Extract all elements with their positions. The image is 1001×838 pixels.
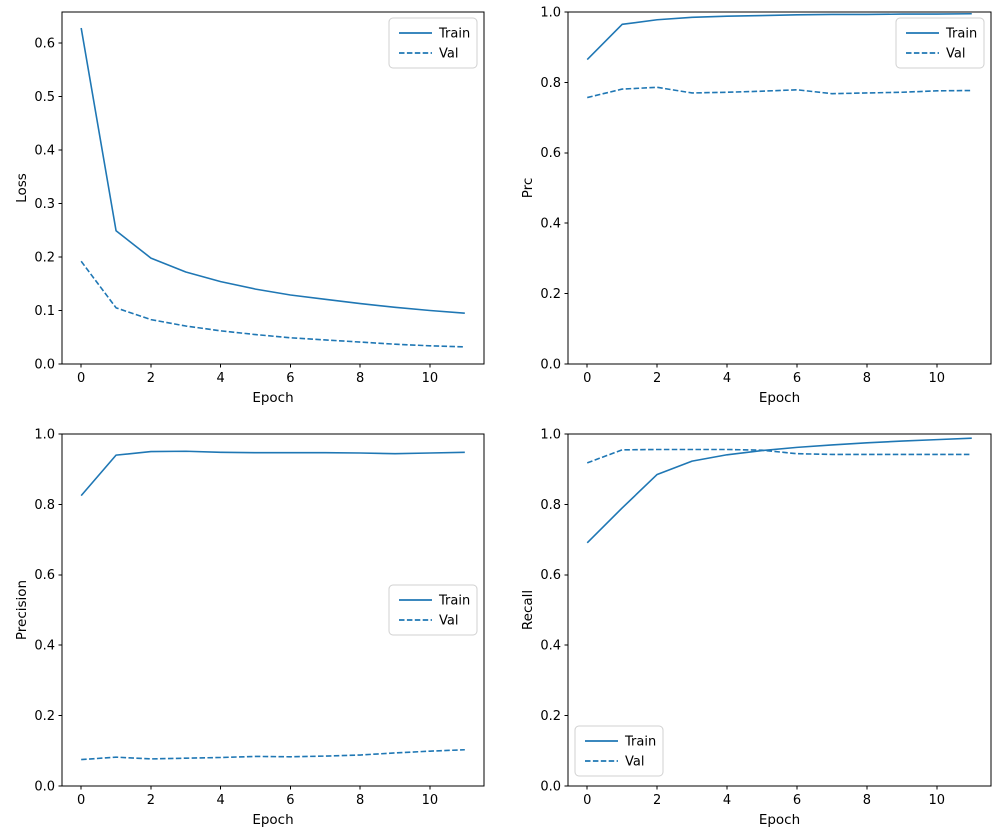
- recall-x-ticks: 0 2 4 6 8 10: [583, 786, 945, 808]
- recall-legend: Train Val: [574, 725, 664, 777]
- precision-x-ticks: 0 2 4 6 8 10: [77, 786, 438, 808]
- loss-y-tick-label: 0.2: [34, 250, 55, 265]
- precision-val-line: [81, 748, 465, 761]
- recall-ylabel: Recall: [520, 590, 536, 630]
- recall-axes-spines: [567, 433, 992, 787]
- recall-x-tick-label: 4: [723, 793, 731, 808]
- loss-axes-spines: [61, 11, 485, 365]
- precision-x-tick-label: 10: [422, 793, 439, 808]
- recall-legend-train-label: Train: [624, 734, 656, 749]
- precision-x-tick-label: 0: [77, 793, 85, 808]
- prc-y-tick-label: 0.4: [540, 217, 561, 232]
- recall-lines: [586, 437, 972, 544]
- recall-legend-val-label: Val: [625, 754, 644, 769]
- loss-y-tick-label: 0.4: [34, 143, 55, 158]
- loss-x-ticks: 0 2 4 6 8 10: [77, 364, 438, 386]
- precision-legend-val-label: Val: [439, 613, 458, 628]
- recall-y-tick-label: 0.2: [540, 709, 561, 724]
- prc-y-tick-label: 1.0: [540, 5, 561, 20]
- precision-xlabel: Epoch: [252, 812, 293, 828]
- prc-legend-train-label: Train: [945, 26, 977, 41]
- loss-x-tick-label: 0: [77, 371, 85, 386]
- precision-y-tick-label: 0.4: [34, 639, 55, 654]
- prc-ylabel: Prc: [520, 178, 536, 199]
- recall-y-tick-label: 0.6: [540, 568, 561, 583]
- prc-legend-val-label: Val: [946, 46, 965, 61]
- loss-legend-val-label: Val: [439, 46, 458, 61]
- recall-x-tick-label: 8: [863, 793, 871, 808]
- prc-y-ticks: 0.0 0.2 0.4 0.6 0.8 1.0: [540, 5, 568, 372]
- prc-x-tick-label: 10: [929, 371, 946, 386]
- precision-lines: [80, 450, 465, 761]
- prc-axes-spines: [567, 11, 992, 365]
- precision-train-line: [80, 450, 465, 497]
- loss-legend-train-label: Train: [438, 26, 470, 41]
- prc-subplot: 0 2 4 6 8 10 0.0 0.2 0.4 0.6 0.8 1.0 Epoch Prc Train Va…: [520, 5, 992, 406]
- recall-y-tick-label: 0.4: [540, 639, 561, 654]
- precision-legend-train-label: Train: [438, 593, 470, 608]
- precision-x-tick-label: 8: [356, 793, 364, 808]
- loss-lines: [80, 27, 465, 348]
- recall-train-line: [586, 437, 972, 544]
- precision-x-tick-label: 6: [286, 793, 294, 808]
- loss-x-tick-label: 8: [356, 371, 364, 386]
- loss-y-tick-label: 0.1: [34, 304, 55, 319]
- recall-y-tick-label: 0.0: [540, 779, 561, 794]
- loss-train-line: [80, 27, 465, 314]
- prc-legend: Train Val: [895, 17, 985, 69]
- precision-x-tick-label: 2: [147, 793, 155, 808]
- prc-val-line: [587, 86, 972, 99]
- precision-axes-spines: [61, 433, 485, 787]
- recall-x-tick-label: 2: [653, 793, 661, 808]
- prc-y-tick-label: 0.6: [540, 146, 561, 161]
- precision-y-tick-label: 0.8: [34, 498, 55, 513]
- recall-y-tick-label: 0.8: [540, 498, 561, 513]
- recall-x-tick-label: 10: [929, 793, 946, 808]
- precision-x-tick-label: 4: [217, 793, 225, 808]
- recall-x-tick-label: 6: [793, 793, 801, 808]
- precision-subplot: 0 2 4 6 8 10 0.0 0.2 0.4 0.6 0.8 1.0 Epoch Precision T…: [14, 427, 485, 828]
- loss-y-tick-label: 0.3: [34, 197, 55, 212]
- prc-x-tick-label: 2: [653, 371, 661, 386]
- prc-x-tick-label: 6: [793, 371, 801, 386]
- loss-subplot: 0 2 4 6 8 10 0.0 0.1 0.2 0.3 0.4 0.5 0.6 Epoch Loss Tra…: [14, 11, 485, 406]
- prc-y-tick-label: 0.0: [540, 357, 561, 372]
- prc-x-tick-label: 0: [583, 371, 591, 386]
- precision-ylabel: Precision: [14, 580, 30, 640]
- precision-y-tick-label: 1.0: [34, 427, 55, 442]
- prc-x-tick-label: 8: [863, 371, 871, 386]
- recall-val-line: [586, 448, 972, 464]
- recall-x-tick-label: 0: [583, 793, 591, 808]
- precision-legend: Train Val: [388, 584, 478, 636]
- loss-x-tick-label: 2: [147, 371, 155, 386]
- loss-x-tick-label: 10: [422, 371, 439, 386]
- loss-y-tick-label: 0.6: [34, 36, 55, 51]
- precision-y-tick-label: 0.6: [34, 568, 55, 583]
- prc-x-tick-label: 4: [723, 371, 731, 386]
- prc-x-ticks: 0 2 4 6 8 10: [583, 364, 945, 386]
- prc-train-line: [586, 12, 972, 61]
- recall-subplot: 0 2 4 6 8 10 0.0 0.2 0.4 0.6 0.8 1.0 Epoch Recall Trai…: [520, 427, 992, 828]
- loss-legend: Train Val: [388, 17, 478, 69]
- loss-y-tick-label: 0.0: [34, 357, 55, 372]
- loss-y-ticks: 0.0 0.1 0.2 0.3 0.4 0.5 0.6: [34, 36, 62, 372]
- recall-y-tick-label: 1.0: [540, 427, 561, 442]
- loss-ylabel: Loss: [14, 173, 30, 203]
- loss-x-tick-label: 4: [217, 371, 225, 386]
- prc-y-tick-label: 0.8: [540, 76, 561, 91]
- prc-y-tick-label: 0.2: [540, 287, 561, 302]
- loss-y-tick-label: 0.5: [34, 90, 55, 105]
- prc-lines: [586, 12, 972, 99]
- loss-x-tick-label: 6: [286, 371, 294, 386]
- loss-val-line: [80, 260, 465, 348]
- precision-y-tick-label: 0.2: [34, 709, 55, 724]
- recall-y-ticks: 0.0 0.2 0.4 0.6 0.8 1.0: [540, 427, 568, 794]
- precision-y-ticks: 0.0 0.2 0.4 0.6 0.8 1.0: [34, 427, 62, 794]
- precision-y-tick-label: 0.0: [34, 779, 55, 794]
- prc-xlabel: Epoch: [759, 390, 800, 406]
- loss-xlabel: Epoch: [252, 390, 293, 406]
- recall-xlabel: Epoch: [759, 812, 800, 828]
